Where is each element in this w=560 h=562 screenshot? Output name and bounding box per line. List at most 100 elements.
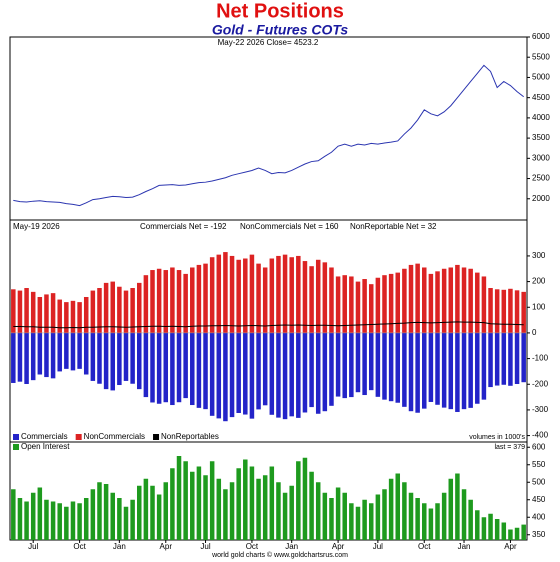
bar <box>269 466 275 540</box>
legend-label: Commercials <box>21 432 68 441</box>
bar <box>488 288 493 333</box>
bar <box>349 276 354 333</box>
bar <box>123 290 129 333</box>
bar <box>103 332 109 390</box>
bar <box>481 517 487 540</box>
chart-title: Net Positions <box>216 0 344 22</box>
bar <box>183 332 188 399</box>
bar <box>117 332 122 386</box>
bar <box>269 332 275 415</box>
bar <box>395 272 401 333</box>
bar <box>11 289 16 333</box>
bar <box>143 332 149 398</box>
x-tick-label: Jan <box>113 542 126 551</box>
bar <box>322 492 328 540</box>
last-value: last = 379 <box>494 444 525 451</box>
bar <box>382 489 387 540</box>
bar <box>190 471 195 540</box>
bar <box>428 273 434 333</box>
bar <box>276 255 281 333</box>
bar <box>117 498 122 540</box>
bar <box>521 291 526 333</box>
bar <box>362 332 367 396</box>
bar <box>388 478 394 540</box>
bar <box>508 288 513 333</box>
bar <box>455 473 460 540</box>
bar <box>296 332 301 418</box>
bar <box>203 263 208 333</box>
bar <box>501 522 507 540</box>
bar <box>289 485 294 540</box>
bar <box>262 475 268 540</box>
x-tick-label: Oct <box>73 542 86 551</box>
bar <box>262 267 268 333</box>
bar <box>97 288 102 333</box>
bar <box>335 276 341 333</box>
bar <box>289 257 294 333</box>
x-tick-label: Jul <box>373 542 383 551</box>
bar <box>196 466 202 540</box>
bar <box>249 332 255 419</box>
bar <box>110 281 115 333</box>
footer: world gold charts © www.goldchartsrus.co… <box>211 551 348 559</box>
bar <box>223 252 228 333</box>
bar <box>269 258 275 333</box>
bar <box>395 332 401 403</box>
bar <box>90 290 96 333</box>
bar <box>83 296 89 333</box>
bar <box>50 332 56 379</box>
bar <box>117 286 122 333</box>
bar <box>508 332 513 386</box>
y-tick-label: 300 <box>532 251 546 260</box>
bar <box>382 332 387 400</box>
bar <box>508 529 513 540</box>
bar <box>196 332 202 408</box>
bar <box>24 288 29 333</box>
bar <box>475 510 480 540</box>
legend-swatch <box>13 434 19 440</box>
legend-label: NonReportables <box>161 432 219 441</box>
bar <box>24 332 29 384</box>
positions-panel <box>9 219 528 443</box>
bar <box>83 332 89 375</box>
bar <box>388 332 394 402</box>
bar <box>183 273 188 333</box>
bar <box>163 270 169 333</box>
bar <box>97 482 102 540</box>
bar <box>342 275 347 333</box>
bar <box>110 492 115 540</box>
bar <box>461 267 467 333</box>
bar <box>355 506 361 540</box>
bar <box>77 332 82 369</box>
bar <box>176 270 182 333</box>
bar <box>514 332 520 384</box>
y-tick-label: 3000 <box>532 153 550 162</box>
commercials-net: Commercials Net = -192 <box>140 222 227 231</box>
x-tick-label: Oct <box>418 542 431 551</box>
price-annotation: May-22 2026 Close= 4523.2 <box>218 38 319 47</box>
bar <box>24 501 29 540</box>
bar <box>170 332 175 406</box>
chart-subtitle: Gold - Futures COTs <box>212 22 349 38</box>
bar <box>64 332 69 369</box>
bar <box>209 257 215 333</box>
bar <box>57 299 62 333</box>
bar <box>216 478 222 540</box>
bar <box>11 489 16 540</box>
x-tick-label: Jan <box>458 542 471 551</box>
bar <box>70 332 76 371</box>
bar <box>209 332 215 416</box>
y-tick-label: 5000 <box>532 73 550 82</box>
bar <box>190 332 195 406</box>
bar <box>44 332 49 378</box>
x-tick-label: Apr <box>504 542 517 551</box>
bar <box>481 276 487 333</box>
bar <box>44 499 49 540</box>
bar <box>50 501 56 540</box>
bar <box>441 268 447 333</box>
bar <box>37 487 43 540</box>
bar <box>382 275 387 333</box>
bar <box>170 468 175 540</box>
bar <box>488 332 493 388</box>
bar <box>448 478 454 540</box>
